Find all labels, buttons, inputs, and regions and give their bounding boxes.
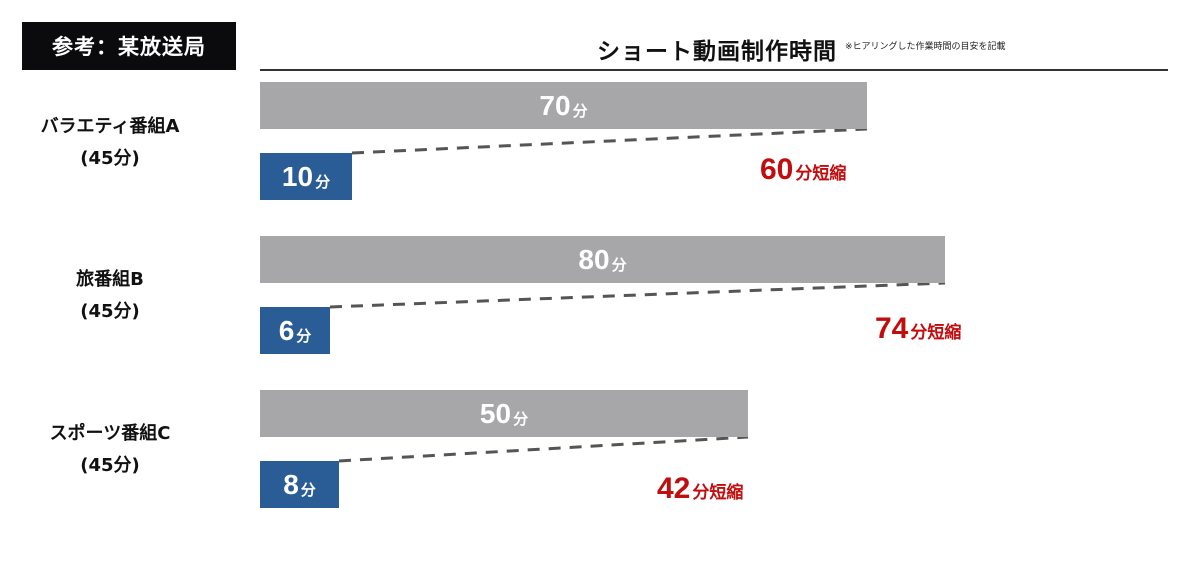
reference-label: 参考：某放送局 [52, 35, 206, 59]
row-label-a: バラエティ番組A (45分) [0, 111, 220, 175]
program-duration: (45分) [80, 148, 140, 169]
connector-line-a [351, 127, 868, 155]
reduction-label-b: 74 分短縮 [875, 314, 961, 344]
bar-value: 50 [479, 397, 512, 429]
bar-unit: 分 [300, 481, 316, 499]
row-label-b: 旅番組B (45分) [0, 264, 220, 328]
bar-value: 8 [283, 468, 299, 500]
reduction-unit: 分短縮 [692, 483, 744, 503]
connector-line-c [338, 435, 749, 463]
reduction-label-c: 42 分短縮 [657, 474, 743, 504]
program-duration: (45分) [80, 301, 140, 322]
title-divider [260, 69, 1168, 71]
bar-unit: 分 [513, 410, 529, 428]
program-name: バラエティ番組A [40, 116, 180, 137]
connector-line-b [329, 281, 946, 309]
after-bar-a: 10 分 [260, 153, 352, 200]
bar-unit: 分 [315, 173, 331, 191]
reduction-value: 60 [760, 153, 794, 186]
reduction-value: 42 [657, 472, 691, 505]
chart-title-note: ※ヒアリングした作業時間の目安を記載 [845, 42, 1006, 52]
before-bar-a: 70 分 [260, 82, 867, 129]
reduction-value: 74 [875, 312, 909, 345]
bar-value: 70 [539, 89, 571, 121]
reference-label-box: 参考：某放送局 [22, 22, 236, 70]
chart-title-group: ショート動画制作時間 ※ヒアリングした作業時間の目安を記載 [597, 30, 1006, 66]
bar-unit: 分 [572, 102, 588, 120]
bar-unit: 分 [611, 256, 627, 274]
reduction-unit: 分短縮 [910, 323, 962, 343]
bar-value: 80 [578, 243, 610, 275]
bar-unit: 分 [296, 327, 312, 345]
before-bar-b: 80 分 [260, 236, 945, 283]
reduction-label-a: 60 分短縮 [760, 155, 846, 185]
program-duration: (45分) [80, 455, 140, 476]
bar-value: 10 [281, 160, 314, 192]
program-name: スポーツ番組C [49, 423, 171, 444]
bar-value: 6 [278, 314, 295, 346]
chart-title: ショート動画制作時間 [597, 39, 837, 65]
row-label-c: スポーツ番組C (45分) [0, 418, 220, 482]
before-bar-c: 50 分 [260, 390, 748, 437]
program-name: 旅番組B [76, 269, 144, 290]
reduction-unit: 分短縮 [795, 164, 847, 184]
